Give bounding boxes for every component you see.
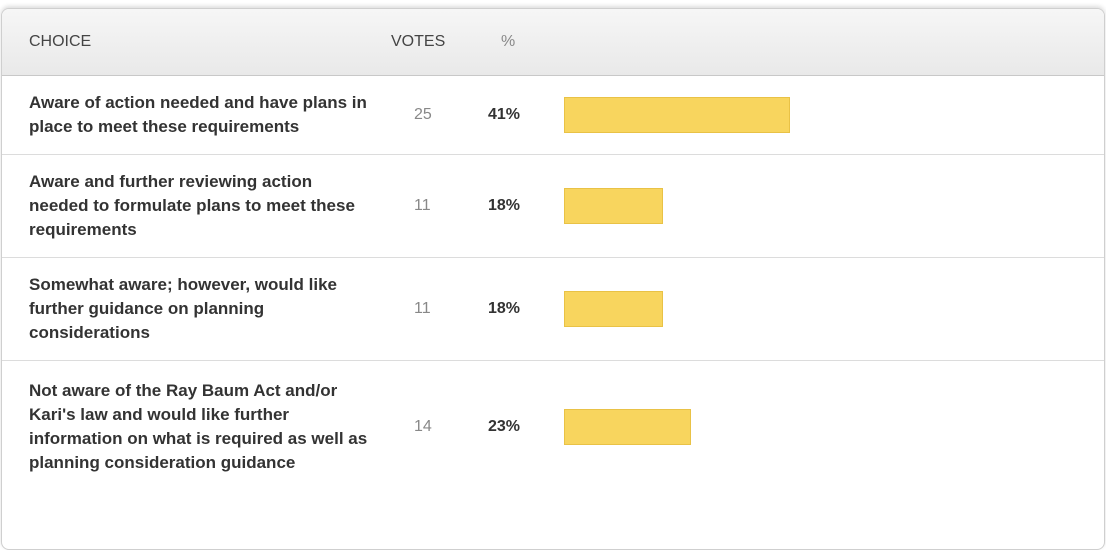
result-row: Aware and further reviewing action neede… bbox=[2, 155, 1104, 258]
percent-label: 23% bbox=[488, 418, 521, 435]
result-row: Not aware of the Ray Baum Act and/or Kar… bbox=[2, 361, 1104, 493]
percent-bar bbox=[564, 97, 791, 133]
choice-text: Aware of action needed and have plans in… bbox=[29, 93, 367, 136]
choice-header: CHOICE bbox=[29, 33, 92, 50]
choice-text: Somewhat aware; however, would like furt… bbox=[29, 275, 337, 342]
choice-text: Aware and further reviewing action neede… bbox=[29, 172, 355, 239]
percent-bar bbox=[564, 291, 664, 327]
percent-header: % bbox=[501, 33, 516, 50]
rows: Aware of action needed and have plans in… bbox=[2, 76, 1104, 493]
percent-label: 41% bbox=[488, 106, 521, 123]
vote-count: 11 bbox=[414, 197, 431, 214]
votes-header: VOTES bbox=[391, 33, 446, 50]
vote-count: 14 bbox=[414, 418, 432, 435]
poll-results: CHOICE VOTES % Aware of action needed an… bbox=[1, 8, 1105, 550]
percent-label: 18% bbox=[488, 197, 521, 214]
vote-count: 25 bbox=[414, 106, 432, 123]
percent-bar bbox=[564, 409, 691, 445]
percent-bar bbox=[564, 188, 664, 224]
percent-label: 18% bbox=[488, 300, 521, 317]
result-row: Somewhat aware; however, would like furt… bbox=[2, 258, 1104, 361]
vote-count: 11 bbox=[414, 300, 431, 317]
result-row: Aware of action needed and have plans in… bbox=[2, 76, 1104, 155]
choice-text: Not aware of the Ray Baum Act and/or Kar… bbox=[29, 381, 368, 472]
header-row: CHOICE VOTES % bbox=[2, 9, 1104, 76]
